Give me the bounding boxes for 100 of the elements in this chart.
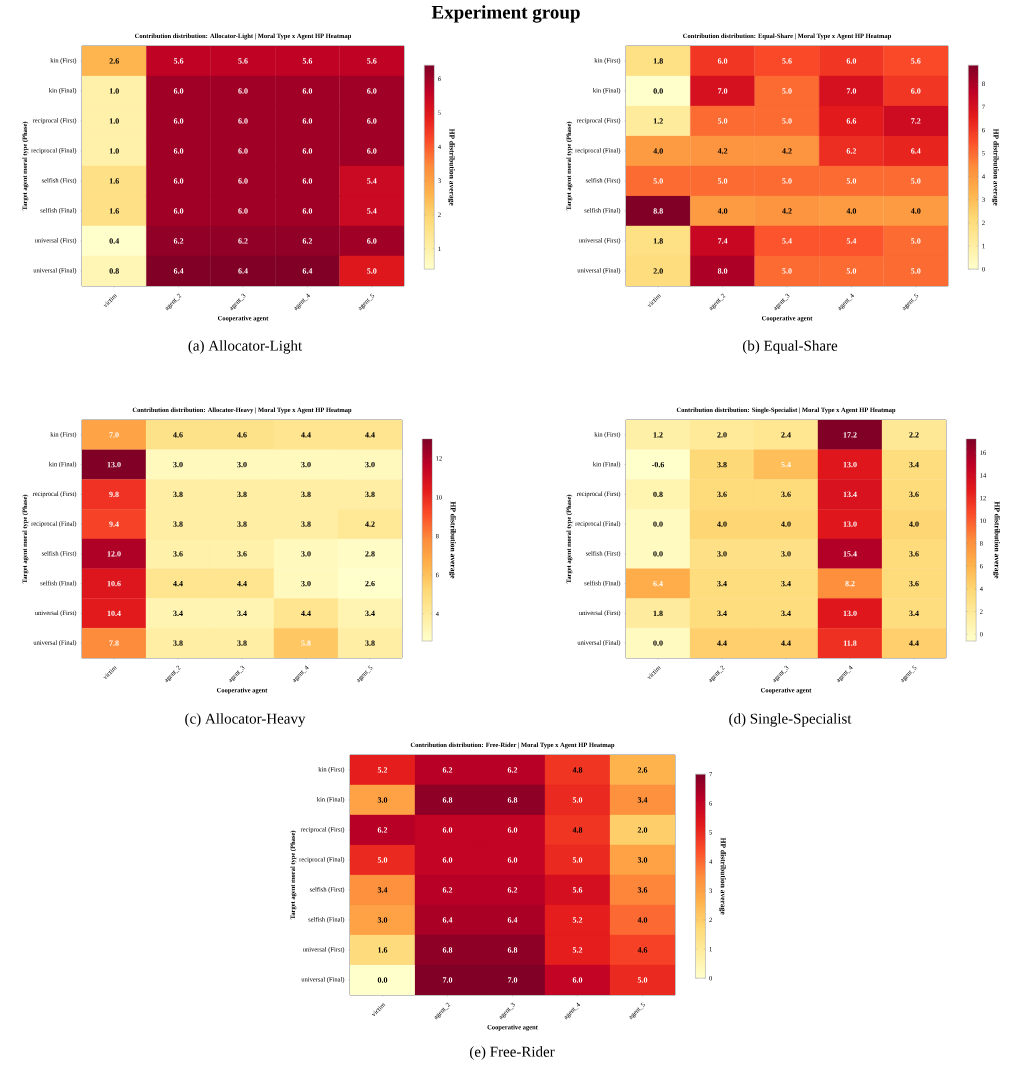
data-label: 8.8: [653, 208, 663, 214]
data-label: 3.8: [173, 521, 183, 527]
data-label: 3.8: [301, 521, 311, 527]
data-label: 6.6: [846, 118, 857, 124]
data-label: 5.6: [911, 58, 921, 64]
data-label: 5.6: [173, 58, 184, 64]
data-label: 6.0: [507, 857, 518, 863]
data-label: 6.2: [442, 887, 453, 893]
data-label: 0.8: [653, 491, 663, 498]
data-label: 0.0: [653, 521, 663, 527]
data-label: 4.2: [782, 148, 792, 154]
data-label: 7.2: [911, 118, 921, 124]
data-label: 6.0: [173, 178, 184, 184]
data-label: 4.8: [572, 767, 583, 773]
data-label: 3.0: [717, 551, 727, 557]
data-label: 7.0: [846, 88, 857, 94]
data-label: 3.4: [717, 580, 727, 587]
data-label: 5.4: [367, 178, 377, 184]
data-label: 4.4: [301, 610, 311, 617]
data-label: 4.2: [365, 521, 375, 527]
data-label: 5.0: [911, 268, 921, 274]
data-label: 5.0: [572, 857, 583, 863]
data-label: 0.4: [109, 238, 120, 244]
data-label: 7.0: [109, 432, 119, 438]
data-label: 3.0: [301, 580, 311, 587]
data-label: 6.0: [572, 977, 583, 983]
data-label: 6.4: [302, 268, 313, 274]
data-label: 3.6: [237, 551, 247, 557]
data-label: 7.0: [442, 977, 453, 983]
data-label: 6.0: [238, 208, 248, 214]
data-label: 3.4: [909, 461, 919, 468]
data-label: 5.0: [782, 178, 792, 184]
data-label: 5.0: [717, 178, 728, 184]
data-label: 5.4: [782, 238, 792, 244]
data-label: 3.8: [173, 491, 183, 498]
data-label: 0.0: [653, 640, 663, 646]
data-label: 13.0: [107, 461, 121, 468]
data-label: 1.2: [653, 432, 663, 438]
data-label: 3.8: [237, 491, 247, 498]
data-label: 5.2: [377, 767, 388, 773]
data-label: 5.4: [367, 208, 377, 214]
data-label: 5.6: [367, 58, 377, 64]
data-label: 5.0: [572, 797, 583, 803]
data-label: 4.0: [910, 208, 921, 214]
data-label: 3.8: [237, 521, 247, 527]
data-label: 6.0: [367, 88, 377, 94]
data-label: 3.6: [637, 887, 648, 893]
data-label: 10.6: [107, 580, 121, 587]
data-label: 17.2: [843, 432, 857, 438]
text: (e) Free-Rider: [469, 1046, 555, 1060]
data-label: 3.6: [909, 580, 919, 587]
data-label: 6.0: [442, 857, 453, 863]
data-label: 5.6: [572, 887, 583, 893]
data-label: 13.0: [843, 521, 857, 527]
data-label: 3.4: [717, 610, 727, 617]
data-label: 0.0: [377, 977, 388, 983]
data-label: 0.0: [653, 88, 663, 94]
data-label: 3.0: [173, 461, 183, 468]
data-label: 6.0: [367, 238, 377, 244]
data-label: 2.6: [637, 767, 648, 773]
data-label: 1.8: [653, 238, 663, 244]
data-label: 5.0: [653, 178, 663, 184]
data-label: 3.8: [365, 640, 375, 646]
data-label: 5.8: [301, 640, 311, 646]
data-label: 3.4: [637, 797, 648, 803]
data-label: 3.8: [717, 461, 727, 468]
data-label: 4.0: [653, 148, 663, 154]
data-label: 2.0: [717, 432, 727, 438]
text: (a) Allocator-Light: [188, 340, 303, 354]
data-label: 1.6: [109, 178, 119, 184]
data-label: 3.0: [301, 551, 311, 557]
text: (b) Equal-Share: [742, 340, 838, 354]
data-label: 3.6: [909, 491, 919, 498]
data-label: 1.6: [109, 208, 119, 214]
data-label: 13.0: [843, 610, 857, 617]
data-label: 5.6: [238, 58, 248, 64]
data-label: 3.4: [781, 580, 791, 587]
data-label: 9.4: [109, 521, 119, 527]
data-label: 5.0: [911, 178, 921, 184]
data-label: 5.0: [377, 857, 388, 863]
data-label: 5.0: [717, 118, 728, 124]
data-label: 6.2: [173, 238, 184, 244]
data-label: 5.6: [302, 58, 313, 64]
data-label: 4.4: [781, 640, 791, 646]
data-label: 4.4: [173, 580, 183, 587]
data-label: 6.8: [442, 947, 453, 953]
data-label: 6.0: [442, 827, 453, 833]
data-label: 3.0: [377, 917, 388, 923]
data-label: 5.4: [781, 461, 791, 468]
data-label: 6.2: [302, 238, 313, 244]
data-label: 4.2: [782, 208, 792, 214]
data-label: 3.6: [909, 551, 919, 557]
data-label: 0.8: [109, 268, 119, 274]
data-label: 3.8: [301, 491, 311, 498]
data-label: 5.0: [846, 178, 857, 184]
data-label: 6.0: [302, 208, 313, 214]
data-label: 3.4: [237, 610, 247, 617]
data-label: 5.0: [846, 268, 857, 274]
data-label: 5.6: [782, 58, 792, 64]
data-label: 3.6: [781, 491, 791, 498]
